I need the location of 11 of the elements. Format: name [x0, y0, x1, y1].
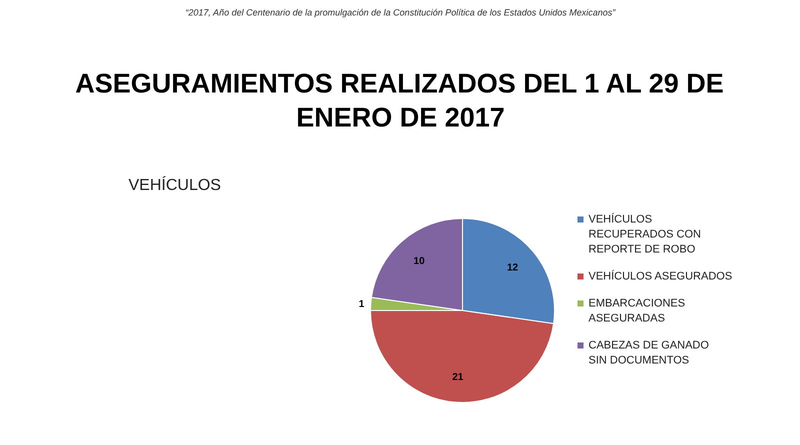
legend-label: VEHÍCULOS RECUPERADOS CON REPORTE DE ROBO [588, 212, 702, 256]
data-label: 1 [358, 298, 365, 310]
text: “2017, Año del Centenario de la promulgación de la Constitución Política de los Estados Unidos Mexicanos” [185, 8, 616, 18]
data-label: 21 [452, 372, 464, 384]
data-label: 10 [414, 256, 426, 267]
chart-title: ASEGURAMIENTOS REALIZADOS DEL 1 AL 29 DE ENERO DE 2017 [75, 68, 724, 132]
legend-label: VEHÍCULOS ASEGURADOS [588, 270, 732, 282]
data-label: 12 [507, 262, 519, 274]
text: VEHÍCULOS [128, 176, 221, 194]
legend-label: CABEZAS DE GANADO SIN DOCUMENTOS [588, 340, 710, 366]
legend-label: EMBARCACIONES ASEGURADAS [588, 298, 686, 324]
